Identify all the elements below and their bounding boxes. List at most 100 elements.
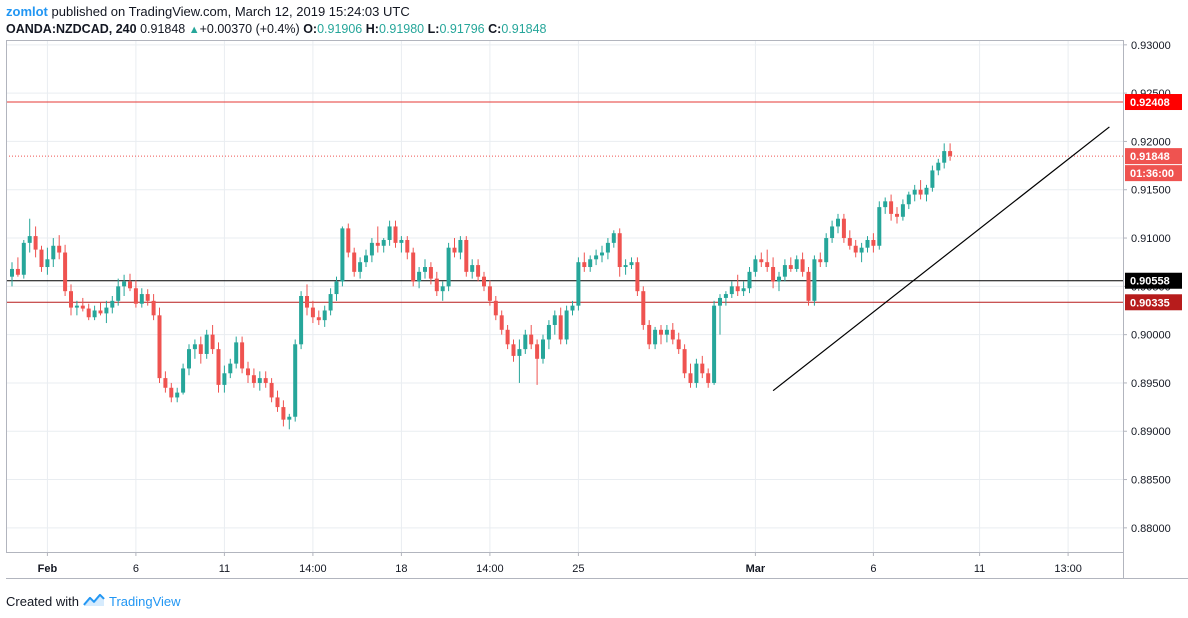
x-tick-label: 11 bbox=[219, 563, 230, 575]
candle-body bbox=[293, 344, 298, 417]
x-tick-label: 11 bbox=[974, 563, 985, 575]
candle-body bbox=[251, 375, 256, 383]
y-tick-label: 0.91500 bbox=[1131, 185, 1171, 197]
candle-body bbox=[98, 310, 103, 314]
candle-body bbox=[216, 349, 221, 385]
candle-body bbox=[434, 278, 439, 292]
candle-body bbox=[334, 281, 339, 295]
candle-body bbox=[847, 238, 852, 246]
candle-body bbox=[175, 392, 180, 398]
candle-body bbox=[446, 247, 451, 287]
candle-body bbox=[936, 162, 941, 171]
candle-body bbox=[729, 286, 734, 295]
candle-body bbox=[423, 267, 427, 272]
candle-body bbox=[417, 271, 422, 282]
candle-body bbox=[924, 187, 929, 195]
trendline[interactable] bbox=[772, 126, 1110, 392]
candle-body bbox=[759, 259, 764, 263]
y-tick-label: 0.88000 bbox=[1131, 523, 1171, 535]
candle-body bbox=[611, 233, 616, 243]
candle-body bbox=[706, 373, 711, 383]
candle-body bbox=[80, 305, 85, 309]
candle-body bbox=[269, 382, 274, 398]
candle-body bbox=[181, 368, 186, 393]
candle-body bbox=[641, 291, 646, 325]
x-tick-label: 25 bbox=[572, 563, 584, 575]
open-value: 0.91906 bbox=[317, 22, 363, 36]
candle-body bbox=[411, 252, 416, 282]
resistance-label: 0.92408 bbox=[1130, 97, 1170, 109]
x-tick-label: 14:00 bbox=[476, 563, 504, 575]
candle-body bbox=[647, 324, 652, 345]
candle-body bbox=[187, 349, 191, 369]
price-axis[interactable]: 0.930000.925000.920000.915000.910000.905… bbox=[1123, 40, 1182, 535]
candle-body bbox=[523, 334, 528, 350]
candle-body bbox=[605, 242, 610, 253]
candle-body bbox=[635, 262, 640, 292]
candle-body bbox=[871, 239, 876, 246]
candle-body bbox=[718, 297, 722, 306]
candle-body bbox=[74, 305, 79, 308]
candle-body bbox=[482, 276, 486, 287]
candle-body bbox=[918, 189, 923, 195]
candle-body bbox=[57, 245, 62, 253]
candle-body bbox=[387, 226, 392, 240]
candle-body bbox=[682, 349, 687, 374]
candle-body bbox=[128, 281, 132, 289]
candle-body bbox=[358, 262, 363, 272]
candle-body bbox=[428, 267, 433, 279]
candle-body bbox=[747, 271, 752, 289]
candle-body bbox=[794, 259, 799, 269]
candle-body bbox=[440, 286, 445, 292]
candle-body bbox=[299, 296, 304, 345]
candle-body bbox=[912, 189, 917, 195]
candle-body bbox=[346, 228, 351, 253]
candle-body bbox=[623, 265, 628, 268]
candle-body bbox=[275, 397, 280, 408]
y-tick-label: 0.93000 bbox=[1131, 40, 1171, 52]
candle-body bbox=[865, 239, 870, 248]
triangle-up-icon: ▲ bbox=[188, 24, 200, 36]
candle-body bbox=[476, 265, 481, 277]
candle-body bbox=[588, 259, 593, 268]
time-axis[interactable]: Feb 6 11 14:00 18 14:00 25 Mar 6 11 13:00 bbox=[38, 552, 1082, 575]
candle-body bbox=[15, 268, 20, 275]
trendline-segment[interactable] bbox=[772, 126, 1110, 392]
countdown-label: 01:36:00 bbox=[1130, 168, 1174, 180]
y-tick-label: 0.91000 bbox=[1131, 233, 1171, 245]
candle-body bbox=[305, 296, 309, 308]
candle-body bbox=[558, 315, 563, 340]
candle-body bbox=[836, 218, 840, 227]
candle-body bbox=[163, 378, 168, 388]
candle-body bbox=[824, 238, 829, 263]
candle-body bbox=[169, 387, 174, 398]
candle-body bbox=[458, 239, 463, 253]
candle-body bbox=[777, 276, 781, 282]
candle-body bbox=[505, 329, 510, 345]
candle-body bbox=[653, 329, 658, 345]
support-red-label-bg bbox=[1125, 294, 1182, 311]
candle-body bbox=[806, 271, 811, 301]
candle-body bbox=[21, 242, 26, 275]
author-link[interactable]: zomlot bbox=[6, 4, 48, 19]
candle-body bbox=[257, 378, 262, 383]
candle-body bbox=[841, 218, 846, 239]
tradingview-brand[interactable]: TradingView bbox=[108, 594, 181, 609]
candle-body bbox=[900, 204, 905, 217]
symbol-name[interactable]: OANDA:NZDCAD, 240 bbox=[6, 22, 137, 36]
candle-body bbox=[546, 324, 551, 340]
last-price-label-bg bbox=[1125, 148, 1182, 165]
high-value: 0.91980 bbox=[378, 22, 425, 36]
publish-info: zomlot published on TradingView.com, Mar… bbox=[6, 4, 410, 19]
candle-body bbox=[765, 262, 770, 268]
support-black-label-bg bbox=[1125, 272, 1182, 289]
candle-body bbox=[470, 265, 475, 272]
candlesticks bbox=[10, 143, 953, 430]
candle-body bbox=[110, 300, 115, 308]
candle-body bbox=[375, 242, 380, 246]
candle-body bbox=[830, 226, 835, 239]
candle-body bbox=[712, 305, 717, 383]
candle-body bbox=[228, 363, 233, 374]
candle-body bbox=[352, 252, 357, 272]
